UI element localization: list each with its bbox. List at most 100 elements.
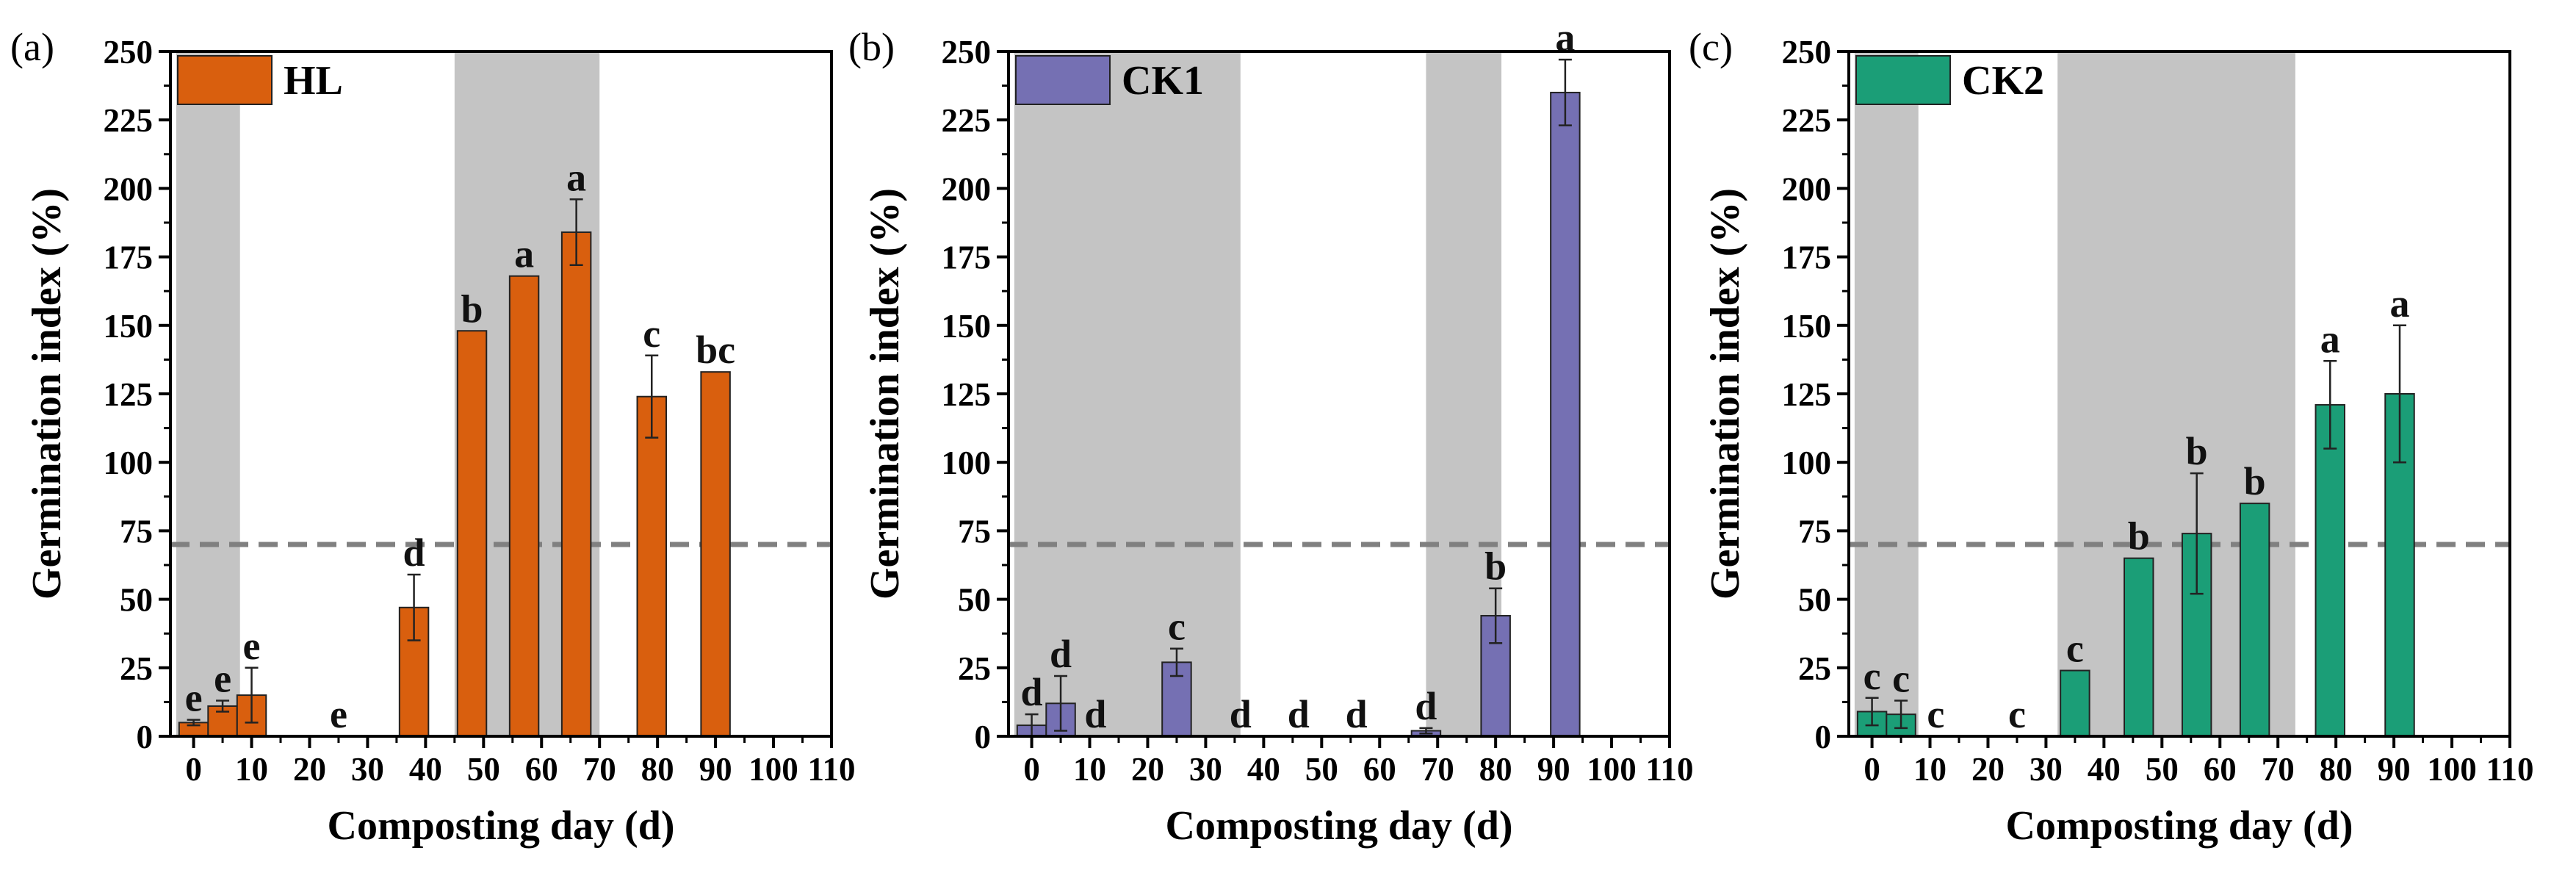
significance-letter: b — [2186, 429, 2208, 473]
y-tick-label: 100 — [942, 445, 992, 481]
y-axis-title: Germination index (%) — [862, 188, 908, 600]
y-tick-label: 150 — [104, 308, 154, 345]
x-tick-label: 110 — [2486, 751, 2533, 788]
x-tick-label: 100 — [748, 751, 798, 788]
legend-label: CK1 — [1122, 58, 1204, 104]
significance-letter: a — [2320, 317, 2340, 361]
x-tick-label: 50 — [2146, 751, 2179, 788]
y-tick-label: 150 — [942, 308, 992, 345]
y-tick-label: 250 — [942, 34, 992, 71]
significance-letter: c — [1892, 657, 1910, 701]
x-tick-label: 50 — [1305, 751, 1338, 788]
x-tick-label: 100 — [2427, 751, 2477, 788]
x-tick-label: 10 — [1073, 751, 1106, 788]
y-tick-label: 50 — [958, 582, 991, 619]
x-tick-label: 60 — [1363, 751, 1396, 788]
bar — [700, 371, 731, 737]
significance-letter: e — [243, 624, 261, 668]
x-axis-title: Composting day (d) — [1166, 803, 1513, 849]
y-tick-label: 200 — [942, 170, 992, 207]
y-tick-label: 175 — [104, 240, 154, 276]
y-axis-title: Germination index (%) — [1703, 188, 1748, 600]
significance-letter: d — [403, 531, 425, 575]
y-tick-label: 125 — [1782, 376, 1832, 413]
x-tick-label: 60 — [2204, 751, 2237, 788]
x-tick-label: 40 — [2088, 751, 2121, 788]
significance-letter: d — [1050, 632, 1072, 676]
x-tick-label: 30 — [1189, 751, 1222, 788]
significance-letter: a — [514, 232, 534, 276]
x-tick-label: 20 — [1971, 751, 2005, 788]
x-tick-label: 80 — [641, 751, 674, 788]
shaded-period — [1854, 51, 1919, 736]
y-tick-label: 225 — [942, 102, 992, 139]
significance-letter: b — [1484, 544, 1507, 589]
bar — [1550, 91, 1581, 738]
y-tick-label: 250 — [104, 34, 154, 71]
x-tick-label: 10 — [235, 751, 268, 788]
panel-label: (c) — [1689, 25, 1733, 69]
significance-letter: d — [1346, 692, 1368, 736]
y-tick-label: 0 — [137, 719, 154, 755]
x-tick-label: 50 — [467, 751, 500, 788]
x-tick-label: 70 — [2262, 751, 2295, 788]
significance-letter: b — [2244, 459, 2266, 503]
y-tick-label: 225 — [104, 102, 154, 139]
x-tick-label: 40 — [1247, 751, 1280, 788]
x-tick-label: 30 — [351, 751, 384, 788]
y-tick-label: 225 — [1782, 102, 1832, 139]
x-axis-title: Composting day (d) — [328, 803, 675, 849]
y-tick-label: 200 — [104, 170, 154, 207]
significance-letter: e — [185, 676, 203, 720]
y-tick-label: 0 — [975, 719, 992, 755]
significance-letter: a — [2390, 281, 2410, 326]
x-tick-label: 110 — [807, 751, 855, 788]
significance-letter: d — [1415, 684, 1437, 728]
x-tick-label: 100 — [1587, 751, 1637, 788]
y-tick-label: 100 — [104, 445, 154, 481]
significance-letter: d — [1084, 692, 1106, 736]
panel-label: (b) — [848, 25, 895, 69]
significance-letter: d — [1230, 692, 1252, 736]
x-tick-label: 20 — [1131, 751, 1164, 788]
y-tick-label: 150 — [1782, 308, 1832, 345]
x-tick-label: 110 — [1645, 751, 1693, 788]
significance-letter: a — [566, 155, 586, 199]
x-tick-label: 70 — [1421, 751, 1454, 788]
x-tick-label: 0 — [1864, 751, 1880, 788]
legend-swatch — [177, 55, 273, 105]
legend-label: CK2 — [1962, 58, 2044, 104]
y-tick-label: 75 — [1798, 513, 1831, 550]
significance-letter: c — [2008, 692, 2026, 736]
x-tick-label: 0 — [185, 751, 202, 788]
x-tick-label: 80 — [2320, 751, 2353, 788]
y-tick-label: 25 — [1798, 650, 1831, 687]
y-tick-label: 100 — [1782, 445, 1832, 481]
y-tick-label: 75 — [958, 513, 991, 550]
bar — [456, 330, 488, 738]
y-tick-label: 200 — [1782, 170, 1832, 207]
y-axis-title: Germination index (%) — [24, 188, 70, 600]
legend-swatch — [1855, 55, 1951, 105]
y-tick-label: 75 — [120, 513, 153, 550]
significance-letter: e — [330, 692, 347, 736]
bar — [2315, 403, 2346, 737]
significance-letter: c — [1168, 605, 1186, 649]
significance-letter: c — [643, 312, 660, 356]
y-tick-label: 175 — [1782, 240, 1832, 276]
y-tick-label: 250 — [1782, 34, 1832, 71]
x-tick-label: 90 — [1537, 751, 1570, 788]
significance-letter: c — [1927, 692, 1944, 736]
shaded-period — [176, 51, 240, 736]
bar — [508, 275, 540, 738]
y-tick-label: 25 — [958, 650, 991, 687]
y-tick-label: 0 — [1815, 719, 1832, 755]
y-tick-label: 175 — [942, 240, 992, 276]
bar — [560, 231, 592, 738]
bar — [2124, 557, 2154, 737]
significance-letter: d — [1021, 670, 1043, 714]
bar — [2060, 669, 2090, 738]
